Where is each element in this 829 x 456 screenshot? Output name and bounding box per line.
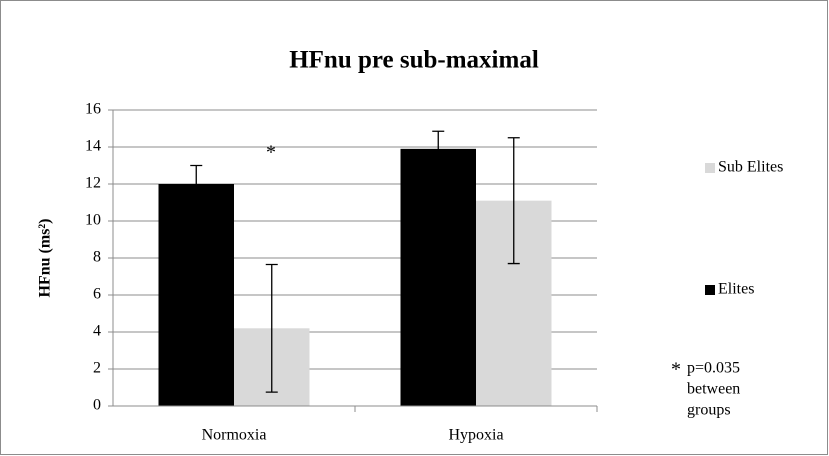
y-tick-label: 4 <box>93 323 101 340</box>
y-axis-label: HFnu (ms²) <box>37 218 54 297</box>
y-tick-label: 14 <box>85 138 101 155</box>
chart-title: HFnu pre sub-maximal <box>289 47 539 74</box>
error-bar <box>190 164 203 204</box>
legend-swatch <box>705 163 715 173</box>
bar <box>400 148 476 406</box>
y-tick-label: 10 <box>85 212 101 229</box>
error-bar <box>432 130 445 168</box>
bar <box>158 184 234 406</box>
footnote-marker: * <box>671 359 681 381</box>
y-tick-label: 6 <box>93 286 101 303</box>
legend-swatch <box>705 285 715 295</box>
error-bar <box>507 137 520 265</box>
significance-marker: * <box>266 142 276 164</box>
error-bar <box>265 263 278 393</box>
footnote: groups <box>687 402 731 419</box>
y-tick-label: 2 <box>93 360 101 377</box>
x-tick-label: Hypoxia <box>448 427 503 444</box>
y-tick-label: 0 <box>93 397 101 414</box>
y-tick-label: 8 <box>93 249 101 266</box>
footnote: p=0.035 <box>687 360 740 377</box>
legend-label: Sub Elites <box>718 159 783 176</box>
y-tick-label: 12 <box>85 175 101 192</box>
legend-label: Elites <box>718 281 754 298</box>
footnote: between <box>687 381 740 398</box>
x-tick-label: Normoxia <box>202 427 267 444</box>
y-tick-label: 16 <box>85 101 101 118</box>
